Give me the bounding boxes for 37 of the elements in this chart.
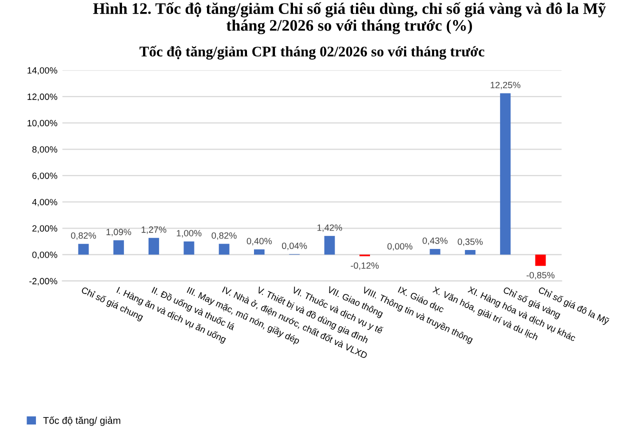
bar xyxy=(464,250,476,255)
y-tick-label: 6,00% xyxy=(32,172,58,180)
data-label: -0,85% xyxy=(526,272,554,280)
data-label: 1,42% xyxy=(317,224,342,232)
data-label: 0,04% xyxy=(282,242,307,250)
y-tick-label: 4,00% xyxy=(32,198,58,206)
data-label: 12,25% xyxy=(490,82,520,90)
bar xyxy=(324,236,335,255)
bar xyxy=(430,248,440,255)
bar xyxy=(254,249,265,255)
bar xyxy=(184,241,194,255)
bar xyxy=(535,254,546,266)
data-label: 0,00% xyxy=(387,243,412,251)
data-label: 1,27% xyxy=(142,226,166,234)
bar xyxy=(113,240,124,255)
y-tick-label: 2,00% xyxy=(32,225,58,233)
data-label: 1,09% xyxy=(106,228,132,236)
y-tick-label: -2,00% xyxy=(29,278,58,286)
y-tick-label: 14,00% xyxy=(28,67,58,75)
y-tick-label: 10,00% xyxy=(28,120,58,128)
chart-title: Hình 12. Tốc độ tăng/giảm Chỉ số giá tiêu dùng, chỉ số giá vàng và đô la Mỹ tháng 2/2026 so với tháng trước (%) xyxy=(93,2,606,34)
data-label: 0,35% xyxy=(458,238,483,246)
data-label: -0,12% xyxy=(350,262,379,270)
data-label: 0,43% xyxy=(422,237,448,245)
bar xyxy=(500,93,511,255)
legend-label: Tốc độ tăng/ giảm xyxy=(43,416,120,426)
data-label: 0,82% xyxy=(71,232,96,240)
bar xyxy=(148,238,160,255)
y-tick-label: 0,00% xyxy=(32,252,58,260)
data-label: 0,82% xyxy=(212,232,237,240)
y-tick-label: 8,00% xyxy=(32,146,58,154)
y-tick-label: 12,00% xyxy=(28,94,58,102)
data-label: 0,40% xyxy=(246,238,272,246)
bar xyxy=(78,244,89,255)
chart-subtitle: Tốc độ tăng/giảm CPI tháng 02/2026 so với tháng trước xyxy=(140,46,484,60)
bar xyxy=(218,244,230,255)
data-label: 1,00% xyxy=(176,230,202,238)
